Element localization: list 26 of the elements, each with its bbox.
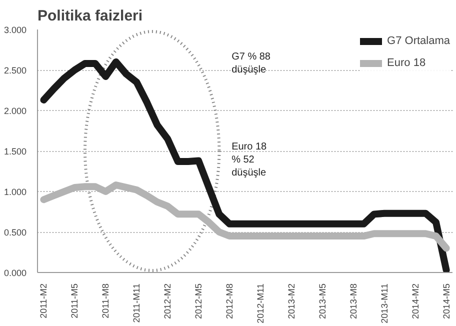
x-tick-label: 2013-M2 [286,283,296,320]
x-tick-label: 2012-M8 [224,283,235,320]
x-tick-label: 2014-M2 [410,283,420,320]
x-tick-label: 2011-M11 [132,283,142,323]
annotation: G7 % 88 düşüşle [232,51,271,76]
y-tick-label: 2.000 [4,106,27,116]
legend-label: G7 Ortalama [387,35,450,47]
x-tick-label: 2011-M2 [38,283,49,318]
annotation: Euro 18 % 52 düşüşle [232,141,268,179]
y-tick-label: 1.000 [4,187,27,197]
y-tick-label: 0.500 [4,228,27,238]
x-tick-label: 2012-M11 [255,284,266,324]
x-tick-label: 2012-M2 [162,283,173,320]
x-tick-label: 2013-M5 [317,283,328,320]
x-tick-label: 2011-M8 [100,283,111,318]
y-tick-label: 1.500 [4,146,27,156]
x-tick-label: 2014-M5 [441,283,452,320]
legend-label: Euro 18 [387,57,426,69]
chart-title: Politika faizleri [38,8,143,24]
y-tick-label: 0.000 [4,268,27,278]
x-tick-label: 2013-M8 [348,283,358,320]
y-tick-label: 2.500 [4,66,27,76]
x-tick-label: 2013-M11 [379,284,390,324]
y-tick-label: 3.000 [4,25,27,35]
x-tick-label: 2011-M5 [70,283,80,318]
x-tick-label: 2012-M5 [194,283,204,320]
